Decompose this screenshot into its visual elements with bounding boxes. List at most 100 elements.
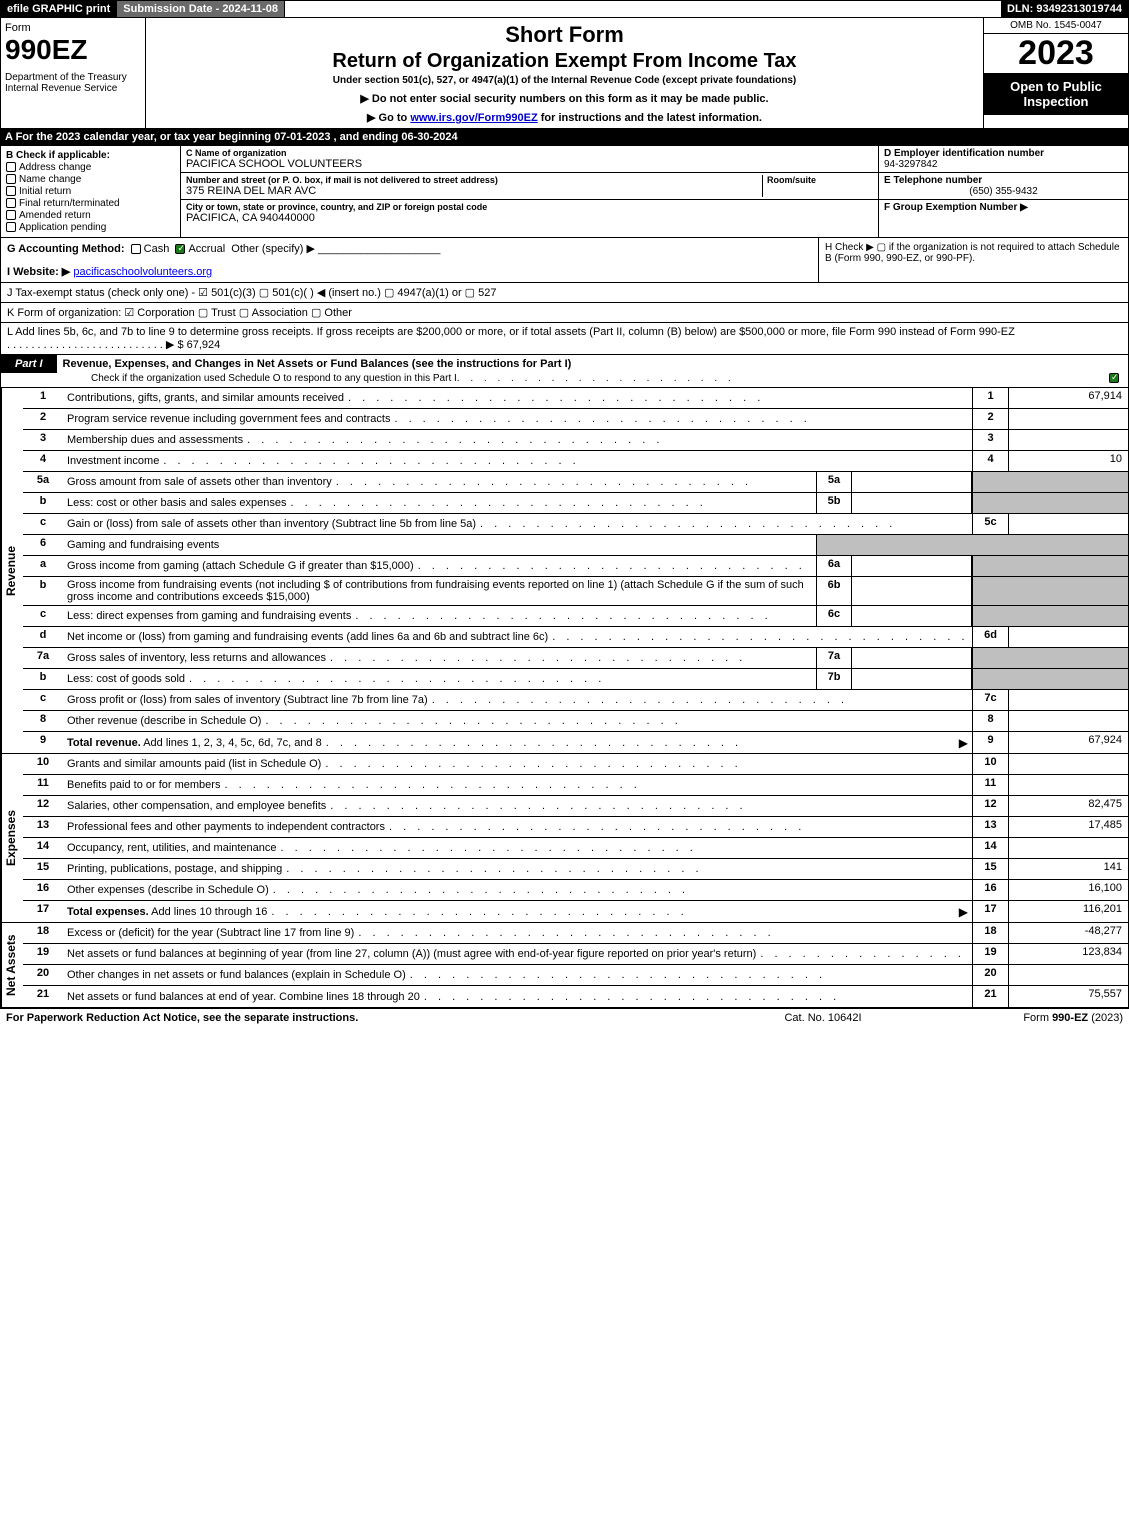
checkbox-icon[interactable] bbox=[131, 244, 141, 254]
b-item: Initial return bbox=[6, 186, 175, 197]
footer-center: Cat. No. 10642I bbox=[723, 1012, 923, 1024]
expenses-vlabel: Expenses bbox=[1, 754, 23, 922]
c-city-label: City or town, state or province, country… bbox=[186, 202, 873, 212]
tax-year: 2023 bbox=[984, 34, 1128, 73]
ein: 94-3297842 bbox=[884, 159, 1123, 170]
line-row: dNet income or (loss) from gaming and fu… bbox=[23, 627, 1128, 648]
line-row: 5aGross amount from sale of assets other… bbox=[23, 472, 1128, 493]
short-form-title: Short Form bbox=[154, 22, 975, 48]
section-c: C Name of organization PACIFICA SCHOOL V… bbox=[181, 146, 878, 237]
header-center: Short Form Return of Organization Exempt… bbox=[146, 18, 983, 128]
dln: DLN: 93492313019744 bbox=[1001, 1, 1128, 17]
line-row: 16Other expenses (describe in Schedule O… bbox=[23, 880, 1128, 901]
section-def: D Employer identification number 94-3297… bbox=[878, 146, 1128, 237]
section-h: H Check ▶ ▢ if the organization is not r… bbox=[818, 238, 1128, 282]
line-row: cGross profit or (loss) from sales of in… bbox=[23, 690, 1128, 711]
section-gh: G Accounting Method: Cash Accrual Other … bbox=[0, 238, 1129, 283]
footer-right: Form 990-EZ (2023) bbox=[923, 1012, 1123, 1024]
org-name: PACIFICA SCHOOL VOLUNTEERS bbox=[186, 158, 873, 170]
form-title: Return of Organization Exempt From Incom… bbox=[154, 50, 975, 73]
page-footer: For Paperwork Reduction Act Notice, see … bbox=[0, 1008, 1129, 1027]
checkbox-icon[interactable] bbox=[6, 210, 16, 220]
d-label: D Employer identification number bbox=[884, 148, 1123, 159]
line-row: bGross income from fundraising events (n… bbox=[23, 577, 1128, 606]
line-row: aGross income from gaming (attach Schedu… bbox=[23, 556, 1128, 577]
checkbox-checked-icon[interactable] bbox=[175, 244, 185, 254]
line-row: 12Salaries, other compensation, and empl… bbox=[23, 796, 1128, 817]
c-street-label: Number and street (or P. O. box, if mail… bbox=[186, 175, 758, 185]
efile-label[interactable]: efile GRAPHIC print bbox=[1, 1, 117, 17]
b-item: Address change bbox=[6, 162, 175, 173]
org-city: PACIFICA, CA 940440000 bbox=[186, 212, 873, 224]
website-link[interactable]: pacificaschoolvolunteers.org bbox=[73, 266, 212, 278]
line-row: 1Contributions, gifts, grants, and simil… bbox=[23, 388, 1128, 409]
b-item: Name change bbox=[6, 174, 175, 185]
line-row: 3Membership dues and assessments . . . .… bbox=[23, 430, 1128, 451]
header-right: OMB No. 1545-0047 2023 Open to Public In… bbox=[983, 18, 1128, 128]
footer-left: For Paperwork Reduction Act Notice, see … bbox=[6, 1012, 723, 1024]
b-item: Application pending bbox=[6, 222, 175, 233]
c-room-label: Room/suite bbox=[767, 175, 873, 185]
checkbox-icon[interactable] bbox=[6, 198, 16, 208]
open-to-public: Open to Public Inspection bbox=[984, 73, 1128, 115]
telephone: (650) 355-9432 bbox=[884, 186, 1123, 197]
line-row: 15Printing, publications, postage, and s… bbox=[23, 859, 1128, 880]
form-number: 990EZ bbox=[5, 34, 141, 66]
f-label: F Group Exemption Number ▶ bbox=[884, 202, 1028, 213]
netassets-table: Net Assets 18Excess or (deficit) for the… bbox=[0, 923, 1129, 1008]
b-item: Final return/terminated bbox=[6, 198, 175, 209]
submission-date: Submission Date - 2024-11-08 bbox=[117, 1, 285, 17]
form-header: Form 990EZ Department of the Treasury In… bbox=[0, 18, 1129, 129]
part1-tag: Part I bbox=[1, 355, 57, 373]
line-row: 10Grants and similar amounts paid (list … bbox=[23, 754, 1128, 775]
line-row: 19Net assets or fund balances at beginni… bbox=[23, 944, 1128, 965]
org-street: 375 REINA DEL MAR AVC bbox=[186, 185, 758, 197]
line-row: cGain or (loss) from sale of assets othe… bbox=[23, 514, 1128, 535]
netassets-vlabel: Net Assets bbox=[1, 923, 23, 1007]
line-row: 11Benefits paid to or for members . . . … bbox=[23, 775, 1128, 796]
line-row: 13Professional fees and other payments t… bbox=[23, 817, 1128, 838]
goto-note: ▶ Go to www.irs.gov/Form990EZ for instru… bbox=[154, 111, 975, 124]
line-row: 7aGross sales of inventory, less returns… bbox=[23, 648, 1128, 669]
part1-header: Part I Revenue, Expenses, and Changes in… bbox=[0, 355, 1129, 388]
ssn-note: ▶ Do not enter social security numbers o… bbox=[154, 92, 975, 105]
department: Department of the Treasury Internal Reve… bbox=[5, 72, 141, 94]
line-row: 18Excess or (deficit) for the year (Subt… bbox=[23, 923, 1128, 944]
b-header: B Check if applicable: bbox=[6, 150, 175, 161]
line-row: bLess: cost of goods sold . . . . . . . … bbox=[23, 669, 1128, 690]
line-row: 21Net assets or fund balances at end of … bbox=[23, 986, 1128, 1007]
section-b: B Check if applicable: Address change Na… bbox=[1, 146, 181, 237]
section-j: J Tax-exempt status (check only one) - ☑… bbox=[0, 283, 1129, 303]
top-bar: efile GRAPHIC print Submission Date - 20… bbox=[0, 0, 1129, 18]
checkbox-icon[interactable] bbox=[6, 222, 16, 232]
line-row: 14Occupancy, rent, utilities, and mainte… bbox=[23, 838, 1128, 859]
checkbox-icon[interactable] bbox=[6, 174, 16, 184]
c-name-label: C Name of organization bbox=[186, 148, 873, 158]
line-row: cLess: direct expenses from gaming and f… bbox=[23, 606, 1128, 627]
part1-check-note: Check if the organization used Schedule … bbox=[91, 373, 457, 384]
checkbox-icon[interactable] bbox=[6, 186, 16, 196]
part1-desc: Revenue, Expenses, and Changes in Net As… bbox=[57, 355, 1128, 373]
line-row: 2Program service revenue including gover… bbox=[23, 409, 1128, 430]
section-g: G Accounting Method: Cash Accrual Other … bbox=[1, 238, 818, 282]
section-k: K Form of organization: ☑ Corporation ▢ … bbox=[0, 303, 1129, 323]
b-item: Amended return bbox=[6, 210, 175, 221]
revenue-vlabel: Revenue bbox=[1, 388, 23, 753]
form-word: Form bbox=[5, 22, 141, 34]
e-label: E Telephone number bbox=[884, 175, 1123, 186]
line-row: 20Other changes in net assets or fund ba… bbox=[23, 965, 1128, 986]
form-subtitle: Under section 501(c), 527, or 4947(a)(1)… bbox=[154, 75, 975, 86]
omb-number: OMB No. 1545-0047 bbox=[984, 18, 1128, 34]
irs-link[interactable]: www.irs.gov/Form990EZ bbox=[410, 112, 537, 124]
checkbox-checked-icon[interactable] bbox=[1109, 373, 1119, 383]
header-left: Form 990EZ Department of the Treasury In… bbox=[1, 18, 146, 128]
line-row: 6Gaming and fundraising events bbox=[23, 535, 1128, 556]
line-row: 9Total revenue. Add lines 1, 2, 3, 4, 5c… bbox=[23, 732, 1128, 753]
section-a: A For the 2023 calendar year, or tax yea… bbox=[0, 129, 1129, 146]
checkbox-icon[interactable] bbox=[6, 162, 16, 172]
section-l: L Add lines 5b, 6c, and 7b to line 9 to … bbox=[0, 323, 1129, 355]
line-row: 17Total expenses. Add lines 10 through 1… bbox=[23, 901, 1128, 922]
line-row: 4Investment income . . . . . . . . . . .… bbox=[23, 451, 1128, 472]
line-row: 8Other revenue (describe in Schedule O) … bbox=[23, 711, 1128, 732]
revenue-table: Revenue 1Contributions, gifts, grants, a… bbox=[0, 388, 1129, 754]
